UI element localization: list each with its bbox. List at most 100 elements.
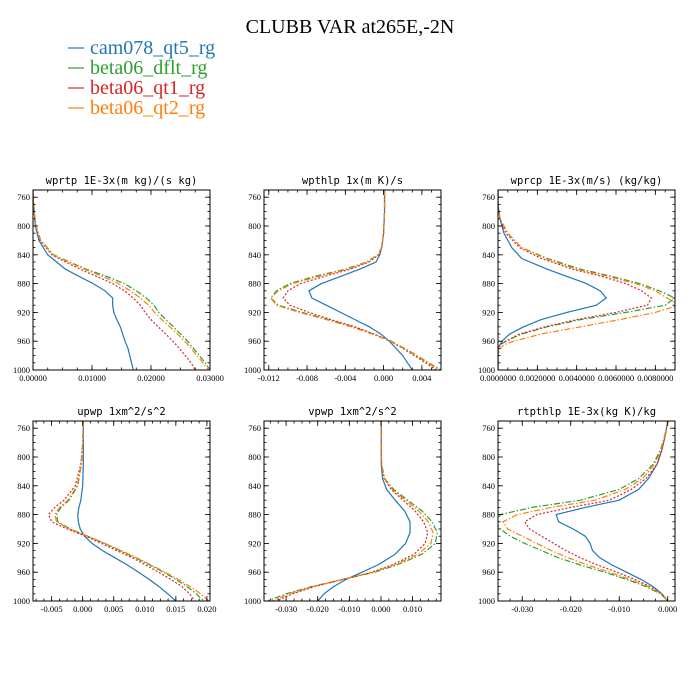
y-tick-label: 840 (17, 481, 30, 491)
series-line-cam078_qt5_rg (498, 190, 608, 370)
y-tick-label: 920 (482, 538, 495, 548)
y-tick-label: 800 (17, 452, 30, 462)
legend: cam078_qt5_rgbeta06_dflt_rgbeta06_qt1_rg… (68, 37, 215, 119)
panel-frame (32, 189, 211, 371)
y-tick-label: 960 (248, 567, 261, 577)
y-tick-label: 840 (482, 481, 495, 491)
figure-title: CLUBB VAR at265E,-2N (246, 16, 455, 38)
x-tick-label: 0.020 (197, 604, 216, 614)
y-tick-label: 1000 (244, 365, 261, 375)
series-line-beta06_dflt_rg (498, 421, 669, 601)
x-tick-label: -0.008 (296, 373, 318, 383)
y-tick-label: 880 (17, 279, 30, 289)
y-tick-label: 840 (17, 250, 30, 260)
panel-title: wprcp 1E-3x(m/s) (kg/kg) (511, 175, 663, 187)
panel-frame (263, 189, 442, 371)
x-tick-label: 0.010 (135, 604, 154, 614)
panel-1: wprtp 1E-3x(m kg)/(s kg) 0.00000 0.01000 0.… (13, 175, 224, 383)
panel-6: rtpthlp 1E-3x(kg K)/kg -0.030 -0.020 -0.010… (478, 406, 677, 614)
x-tick-label: -0.010 (338, 604, 360, 614)
series-line-beta06_qt1_rg (276, 421, 429, 601)
x-tick-label: 0.01000 (78, 373, 106, 383)
series-line-beta06_qt2_rg (54, 421, 210, 601)
y-tick-label: 840 (248, 481, 261, 491)
y-tick-label: 960 (17, 567, 30, 577)
y-tick-label: 760 (17, 423, 30, 433)
panel-frame (263, 420, 442, 602)
series-line-cam078_qt5_rg (33, 190, 134, 370)
panel-title: vpwp 1xm^2/s^2 (308, 406, 397, 418)
y-tick-label: 960 (482, 336, 495, 346)
y-tick-label: 920 (248, 538, 261, 548)
panel-title: wprtp 1E-3x(m kg)/(s kg) (46, 175, 198, 187)
panel-3: wprcp 1E-3x(m/s) (kg/kg) 0.0000000 0.00200… (478, 175, 676, 383)
y-tick-label: 800 (482, 452, 495, 462)
y-tick-label: 800 (482, 221, 495, 231)
y-tick-label: 840 (482, 250, 495, 260)
x-tick-label: 0.010 (403, 604, 422, 614)
y-tick-label: 760 (248, 423, 261, 433)
y-tick-label: 960 (482, 567, 495, 577)
x-tick-label: 0.000 (371, 604, 390, 614)
panel-title: rtpthlp 1E-3x(kg K)/kg (517, 406, 656, 418)
series-line-beta06_qt2_rg (271, 421, 434, 601)
y-tick-label: 800 (248, 452, 261, 462)
legend-label: beta06_qt1_rg (90, 77, 205, 99)
panel-frame (497, 420, 676, 602)
x-tick-label: 0.0000000 (480, 373, 516, 383)
series-line-beta06_qt2_rg (269, 190, 440, 370)
series-line-beta06_dflt_rg (498, 190, 675, 370)
x-tick-label: -0.030 (511, 604, 533, 614)
panel-title: wpthlp 1x(m K)/s (302, 175, 403, 187)
series-line-beta06_dflt_rg (269, 190, 441, 370)
y-tick-label: 920 (482, 307, 495, 317)
x-tick-label: 0.000 (73, 604, 92, 614)
x-tick-label: 0.03000 (196, 373, 224, 383)
x-tick-label: 0.000 (658, 604, 677, 614)
y-tick-label: 1000 (478, 365, 495, 375)
panel-frame (497, 189, 676, 371)
x-tick-label: -0.020 (307, 604, 329, 614)
series-line-beta06_qt2_rg (498, 190, 675, 370)
legend-label: cam078_qt5_rg (90, 37, 215, 59)
y-tick-label: 960 (17, 336, 30, 346)
panel-5: vpwp 1xm^2/s^2 -0.030 -0.020 -0.010 0.000 0.0… (244, 406, 442, 614)
panel-frame (32, 420, 211, 602)
x-tick-label: 0.0020000 (519, 373, 555, 383)
panel-title: upwp 1xm^2/s^2 (77, 406, 166, 418)
series-line-beta06_qt1_rg (498, 190, 653, 370)
y-tick-label: 920 (248, 307, 261, 317)
y-tick-label: 800 (17, 221, 30, 231)
y-tick-label: 760 (17, 192, 30, 202)
panel-2: wpthlp 1x(m K)/s -0.012 -0.008 -0.004 0.000 0… (244, 175, 442, 383)
x-tick-label: 0.00000 (19, 373, 47, 383)
panel-4: upwp 1xm^2/s^2 -0.005 0.000 0.005 0.010 0.015… (13, 406, 216, 614)
series-line-cam078_qt5_rg (555, 421, 669, 601)
x-tick-label: 0.000 (374, 373, 393, 383)
y-tick-label: 1000 (13, 365, 30, 375)
x-tick-label: 0.02000 (137, 373, 165, 383)
x-tick-label: -0.004 (334, 373, 357, 383)
x-tick-label: 0.015 (166, 604, 185, 614)
series-line-beta06_qt1_rg (282, 190, 437, 370)
series-line-beta06_qt1_rg (33, 190, 196, 370)
y-tick-label: 880 (482, 279, 495, 289)
legend-label: beta06_dflt_rg (90, 57, 207, 79)
x-tick-label: 0.005 (104, 604, 123, 614)
series-line-cam078_qt5_rg (308, 190, 413, 370)
series-line-beta06_qt1_rg (47, 421, 195, 601)
y-tick-label: 760 (248, 192, 261, 202)
series-line-beta06_qt2_rg (501, 421, 669, 601)
y-tick-label: 880 (248, 279, 261, 289)
y-tick-label: 920 (17, 307, 30, 317)
series-line-beta06_qt1_rg (523, 421, 669, 601)
series-line-beta06_dflt_rg (266, 421, 438, 601)
legend-label: beta06_qt2_rg (90, 97, 205, 119)
series-line-cam078_qt5_rg (317, 421, 411, 601)
x-tick-label: -0.030 (275, 604, 297, 614)
y-tick-label: 880 (482, 510, 495, 520)
y-tick-label: 920 (17, 538, 30, 548)
series-line-cam078_qt5_rg (77, 421, 177, 601)
y-tick-label: 1000 (478, 596, 495, 606)
